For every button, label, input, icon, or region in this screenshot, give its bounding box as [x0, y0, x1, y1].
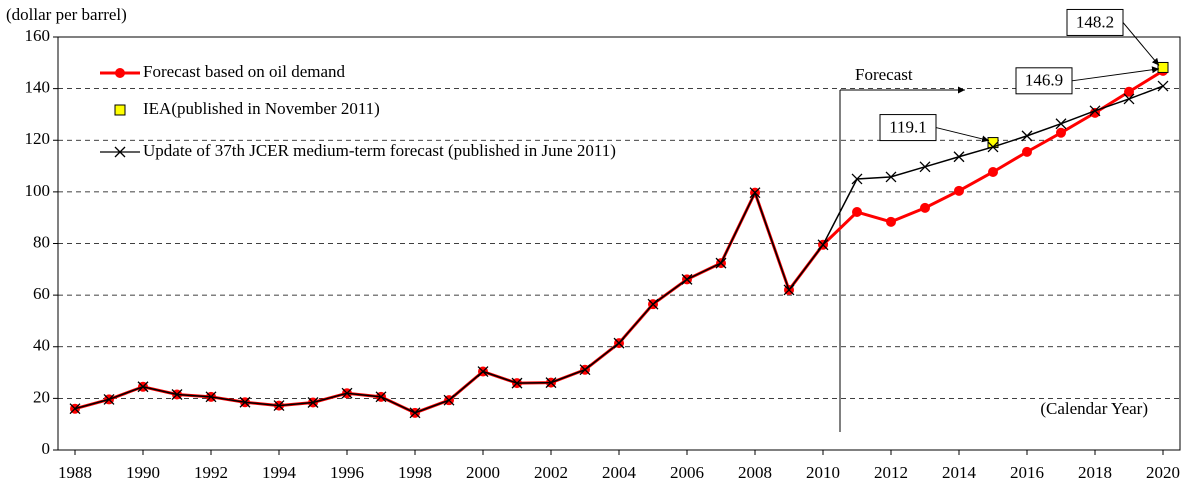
point	[273, 400, 285, 412]
series	[987, 61, 1169, 149]
x-tick-label: 2002	[534, 463, 568, 482]
point	[205, 391, 217, 403]
x-tick-label: 2000	[466, 463, 500, 482]
x-tick-label: 1994	[262, 463, 297, 482]
forecast-annotation: Forecast	[855, 65, 913, 84]
callout-arrow	[1071, 66, 1160, 82]
data-label: 119.1	[889, 117, 927, 136]
y-tick-label: 80	[33, 232, 50, 251]
callout-box	[1066, 8, 1124, 36]
series	[69, 80, 1169, 419]
y-tick-label: 60	[33, 284, 50, 303]
legend-label: Update of 37th JCER medium-term forecast…	[143, 141, 616, 160]
data-label: 146.9	[1025, 71, 1063, 90]
point	[239, 396, 251, 408]
legend-item: IEA(published in November 2011)	[114, 99, 380, 118]
legend-marker	[115, 68, 125, 78]
point	[954, 185, 964, 196]
legend-label: Forecast based on oil demand	[143, 62, 346, 81]
point	[477, 366, 489, 377]
data-label: 148.2	[1076, 12, 1114, 31]
x-tick-label: 2016	[1010, 463, 1044, 482]
x-tick-label: 2020	[1146, 463, 1180, 482]
point	[783, 284, 795, 296]
point	[953, 151, 965, 163]
x-tick-label: 1988	[58, 463, 92, 482]
point	[1055, 118, 1067, 130]
point	[171, 389, 183, 400]
point	[851, 173, 863, 185]
legend-item: Forecast based on oil demand	[100, 62, 346, 81]
y-tick-label: 0	[42, 439, 51, 458]
x-tick-label: 1996	[330, 463, 364, 482]
point	[988, 166, 998, 177]
point	[749, 187, 761, 199]
x-tick-label: 2018	[1078, 463, 1112, 482]
point	[715, 257, 727, 269]
point	[681, 273, 693, 285]
point	[69, 403, 81, 415]
series-line	[74, 69, 1164, 415]
x-tick-label: 2004	[602, 463, 637, 482]
point	[307, 397, 319, 408]
callout-box	[1015, 67, 1073, 95]
x-tick-label: 2014	[942, 463, 977, 482]
y-axis-label: (dollar per barrel)	[6, 5, 127, 24]
y-tick-label: 120	[25, 129, 51, 148]
x-tick-label: 1998	[398, 463, 432, 482]
point	[1022, 146, 1032, 157]
point	[919, 161, 931, 173]
point	[920, 202, 930, 213]
point	[1157, 61, 1169, 73]
point	[647, 298, 659, 310]
y-tick-label: 100	[25, 181, 51, 200]
point	[987, 141, 999, 153]
point	[852, 207, 862, 218]
y-tick-label: 140	[25, 78, 51, 97]
point	[886, 216, 896, 227]
x-tick-label: 1992	[194, 463, 228, 482]
point	[817, 239, 829, 251]
x-tick-label: 1990	[126, 463, 160, 482]
x-tick-label: 2010	[806, 463, 840, 482]
legend-item: Update of 37th JCER medium-term forecast…	[100, 141, 616, 160]
point	[1124, 86, 1134, 97]
callout-arrow	[935, 127, 990, 143]
x-axis-label: (Calendar Year)	[1040, 399, 1148, 418]
point	[1089, 105, 1101, 117]
y-tick-label: 40	[33, 336, 50, 355]
point	[409, 407, 421, 419]
point	[341, 387, 353, 399]
x-tick-label: 2012	[874, 463, 908, 482]
series-line	[74, 85, 1164, 414]
series	[70, 65, 1168, 418]
point	[1021, 130, 1033, 142]
legend-label: IEA(published in November 2011)	[143, 99, 380, 118]
callout-arrow	[1122, 22, 1160, 66]
y-tick-label: 20	[33, 387, 50, 406]
point	[1056, 127, 1066, 138]
legend-marker	[114, 146, 126, 158]
plot-frame	[57, 36, 1181, 451]
point	[137, 381, 149, 393]
point	[375, 391, 387, 403]
point	[545, 377, 557, 389]
x-tick-label: 2008	[738, 463, 772, 482]
point	[885, 171, 897, 183]
point	[103, 393, 115, 405]
point	[511, 377, 523, 389]
point	[1157, 80, 1169, 92]
legend-marker	[114, 104, 126, 116]
y-tick-label: 160	[25, 26, 51, 45]
point	[579, 364, 591, 376]
point	[1123, 93, 1135, 105]
point	[613, 337, 625, 349]
point	[443, 394, 455, 406]
x-tick-label: 2006	[670, 463, 704, 482]
